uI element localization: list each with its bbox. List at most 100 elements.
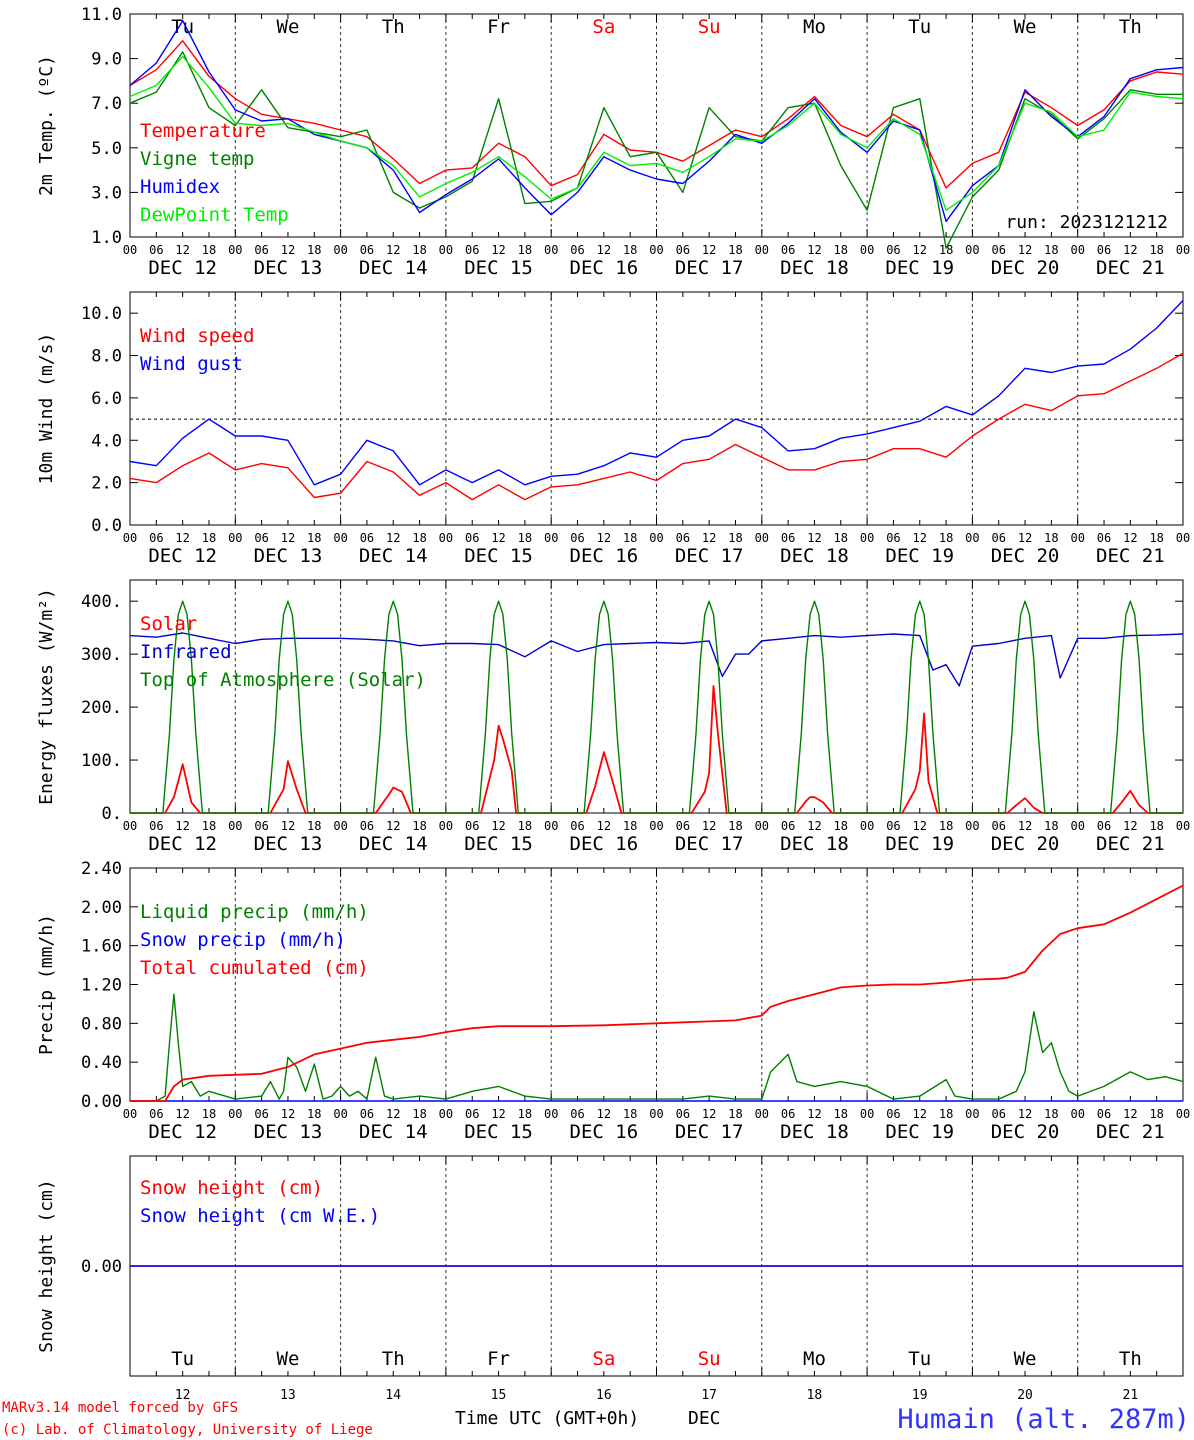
day-label: DEC 15 (464, 1121, 533, 1143)
y-tick-label: 11.0 (81, 5, 122, 25)
hour-tick-label: 12 (1018, 819, 1032, 833)
day-label: DEC 19 (885, 833, 954, 855)
weekday-label: Fr (487, 1348, 510, 1370)
y-tick-label: 2.0 (91, 474, 122, 494)
hour-tick-label: 12 (1123, 243, 1137, 257)
day-label: DEC 13 (254, 1121, 323, 1143)
day-label: DEC 21 (1096, 545, 1165, 567)
y-tick-label: 6.0 (91, 389, 122, 409)
hour-tick-label: 00 (123, 243, 137, 257)
hour-tick-label: 18 (1044, 531, 1058, 545)
y-axis-label: Snow height (cm) (36, 1179, 57, 1352)
hour-tick-label: 06 (991, 819, 1005, 833)
hour-tick-label: 18 (518, 1107, 532, 1121)
day-label: DEC 18 (780, 257, 849, 279)
hour-tick-label: 00 (649, 531, 663, 545)
hour-tick-label: 00 (123, 1107, 137, 1121)
legend-entry: Solar (140, 613, 197, 635)
day-label: DEC 15 (464, 833, 533, 855)
hour-tick-label: 06 (360, 1107, 374, 1121)
y-tick-label: 2.00 (81, 898, 122, 918)
hour-tick-label: 18 (1044, 243, 1058, 257)
hour-tick-label: 00 (965, 531, 979, 545)
hour-tick-label: 06 (149, 1107, 163, 1121)
day-label: DEC 20 (991, 257, 1060, 279)
hour-tick-label: 12 (281, 243, 295, 257)
hour-tick-label: 06 (254, 243, 268, 257)
y-tick-label: 0.80 (81, 1014, 122, 1034)
hour-tick-label: 18 (623, 531, 637, 545)
hour-tick-label: 18 (1149, 819, 1163, 833)
hour-tick-label: 12 (281, 819, 295, 833)
hour-tick-label: 12 (281, 1107, 295, 1121)
hour-tick-label: 12 (1123, 531, 1137, 545)
hour-tick-label: 00 (860, 243, 874, 257)
hour-tick-label: 18 (939, 243, 953, 257)
weekday-label: Mo (803, 1348, 826, 1370)
hour-tick-label: 18 (518, 531, 532, 545)
y-tick-label: 4.0 (91, 431, 122, 451)
lab-credit: (c) Lab. of Climatology, University of L… (2, 1422, 373, 1438)
hour-tick-label: 06 (781, 531, 795, 545)
y-tick-label: 0.40 (81, 1053, 122, 1073)
run-annotation: run: 2023121212 (1005, 212, 1168, 233)
hour-tick-label: 12 (807, 243, 821, 257)
hour-tick-label: 06 (676, 243, 690, 257)
weekday-label: Th (1119, 1348, 1142, 1370)
hour-tick-label: 06 (570, 531, 584, 545)
hour-tick-label: 12 (597, 531, 611, 545)
hour-tick-label: 00 (123, 819, 137, 833)
day-label: DEC 14 (359, 545, 428, 567)
hour-tick-label: 12 (386, 1107, 400, 1121)
hour-tick-label: 12 (913, 819, 927, 833)
legend-entry: Top of Atmosphere (Solar) (140, 669, 426, 691)
hour-tick-label: 00 (123, 531, 137, 545)
hour-tick-label: 18 (1149, 243, 1163, 257)
hour-tick-label: 18 (202, 531, 216, 545)
y-tick-label: 400. (81, 592, 122, 612)
hour-tick-label: 18 (939, 531, 953, 545)
hour-tick-label: 18 (834, 819, 848, 833)
day-label: DEC 14 (359, 1121, 428, 1143)
legend-entry: DewPoint Temp (140, 204, 289, 226)
hour-tick-label: 06 (254, 819, 268, 833)
hour-tick-label: 06 (991, 531, 1005, 545)
y-tick-label: 2.40 (81, 859, 122, 879)
hour-tick-label: 00 (333, 243, 347, 257)
hour-tick-label: 06 (465, 1107, 479, 1121)
hour-tick-label: 06 (570, 1107, 584, 1121)
y-tick-label: 8.0 (91, 347, 122, 367)
hour-tick-label: 18 (202, 819, 216, 833)
hour-tick-label: 18 (518, 819, 532, 833)
hour-tick-label: 00 (649, 819, 663, 833)
hour-tick-label: 12 (913, 1107, 927, 1121)
hour-tick-label: 00 (544, 243, 558, 257)
hour-tick-label: 12 (1018, 1107, 1032, 1121)
hour-tick-label: 06 (781, 1107, 795, 1121)
hour-tick-label: 18 (728, 243, 742, 257)
day-number-label: 13 (280, 1388, 296, 1403)
y-tick-label: 100. (81, 751, 122, 771)
series-line-0 (130, 993, 1184, 1102)
hour-tick-label: 18 (1149, 1107, 1163, 1121)
hour-tick-label: 18 (728, 1107, 742, 1121)
hour-tick-label: 00 (333, 1107, 347, 1121)
hour-tick-label: 12 (702, 243, 716, 257)
hour-tick-label: 12 (1123, 819, 1137, 833)
y-tick-label: 5.0 (91, 139, 122, 159)
legend-entry: Humidex (140, 176, 220, 198)
hour-tick-label: 00 (228, 1107, 242, 1121)
day-number-label: 14 (385, 1388, 401, 1403)
hour-tick-label: 00 (860, 1107, 874, 1121)
day-number-label: 19 (912, 1388, 928, 1403)
y-tick-label: 7.0 (91, 94, 122, 114)
hour-tick-label: 00 (544, 1107, 558, 1121)
y-tick-label: 0. (102, 804, 122, 824)
series-line-3 (129, 55, 1184, 211)
day-label: DEC 19 (885, 545, 954, 567)
legend-entry: Temperature (140, 120, 266, 142)
day-label: DEC 12 (148, 833, 217, 855)
hour-tick-label: 00 (1070, 531, 1084, 545)
hour-tick-label: 06 (1097, 243, 1111, 257)
hour-tick-label: 00 (333, 531, 347, 545)
